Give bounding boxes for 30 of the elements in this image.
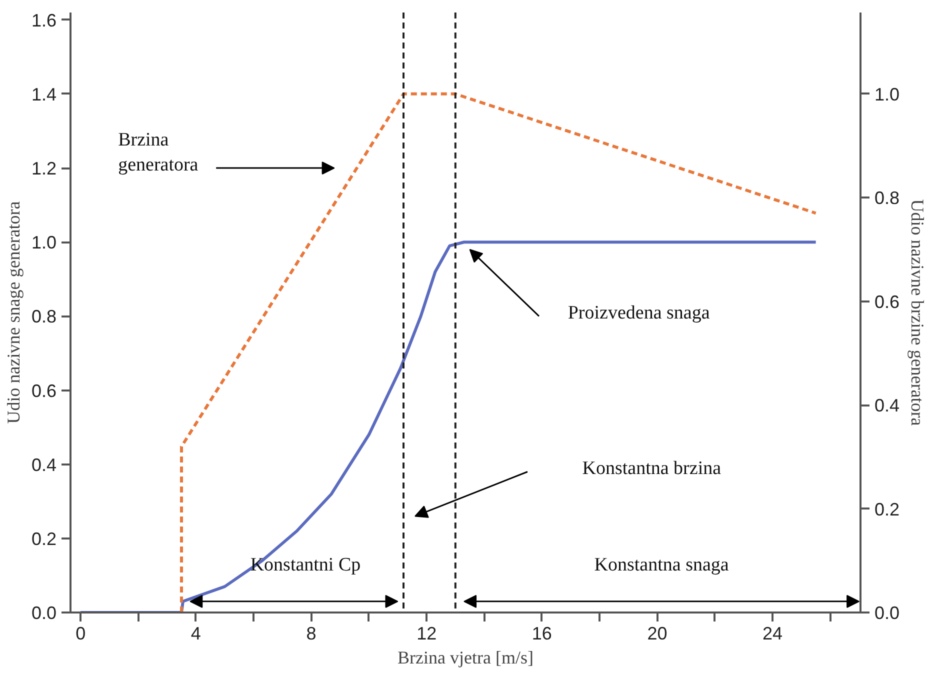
- y-tick-label: 1.2: [31, 158, 57, 179]
- y-tick-label: 0.6: [31, 380, 57, 401]
- y-tick-label: 0.0: [31, 603, 57, 623]
- y-tick-label: 1.6: [31, 10, 57, 30]
- x-tick-label: 16: [532, 624, 552, 644]
- y2-tick-label: 1.0: [874, 84, 900, 104]
- line-series: [79, 240, 818, 612]
- annotation: Konstantna snaga: [594, 554, 730, 576]
- y2-axis-title: Udio nazivne brzine generatora: [908, 199, 928, 426]
- y2-tick-label: 0.6: [874, 292, 900, 312]
- x-tick-label: 8: [306, 624, 316, 644]
- annotation: Konstantna brzina: [582, 458, 722, 480]
- y-tick-label: 0.8: [31, 306, 57, 327]
- y-tick-label: 0.2: [31, 528, 57, 549]
- y2-tick-label: 0.0: [874, 603, 900, 623]
- x-tick-label: 24: [762, 624, 783, 644]
- y2-tick-label: 0.4: [874, 396, 900, 416]
- y-tick-label: 0.4: [31, 454, 57, 475]
- x-tick-label: 12: [416, 624, 437, 644]
- x-tick-label: 0: [76, 624, 86, 644]
- y-tick-label: 1.4: [31, 84, 57, 104]
- y-axis-title: Udio nazivne snage generatora: [3, 201, 24, 424]
- x-axis-title: Brzina vjetra [m/s]: [398, 648, 534, 668]
- annotation: Brzina generatora: [118, 129, 199, 176]
- y-tick-label: 1.0: [31, 232, 57, 253]
- x-tick-label: 4: [190, 624, 201, 644]
- x-tick-label: 20: [647, 624, 668, 644]
- annotation: Proizvedena snaga: [568, 302, 710, 324]
- y2-tick-label: 0.8: [874, 188, 900, 208]
- y2-tick-label: 0.2: [874, 499, 900, 520]
